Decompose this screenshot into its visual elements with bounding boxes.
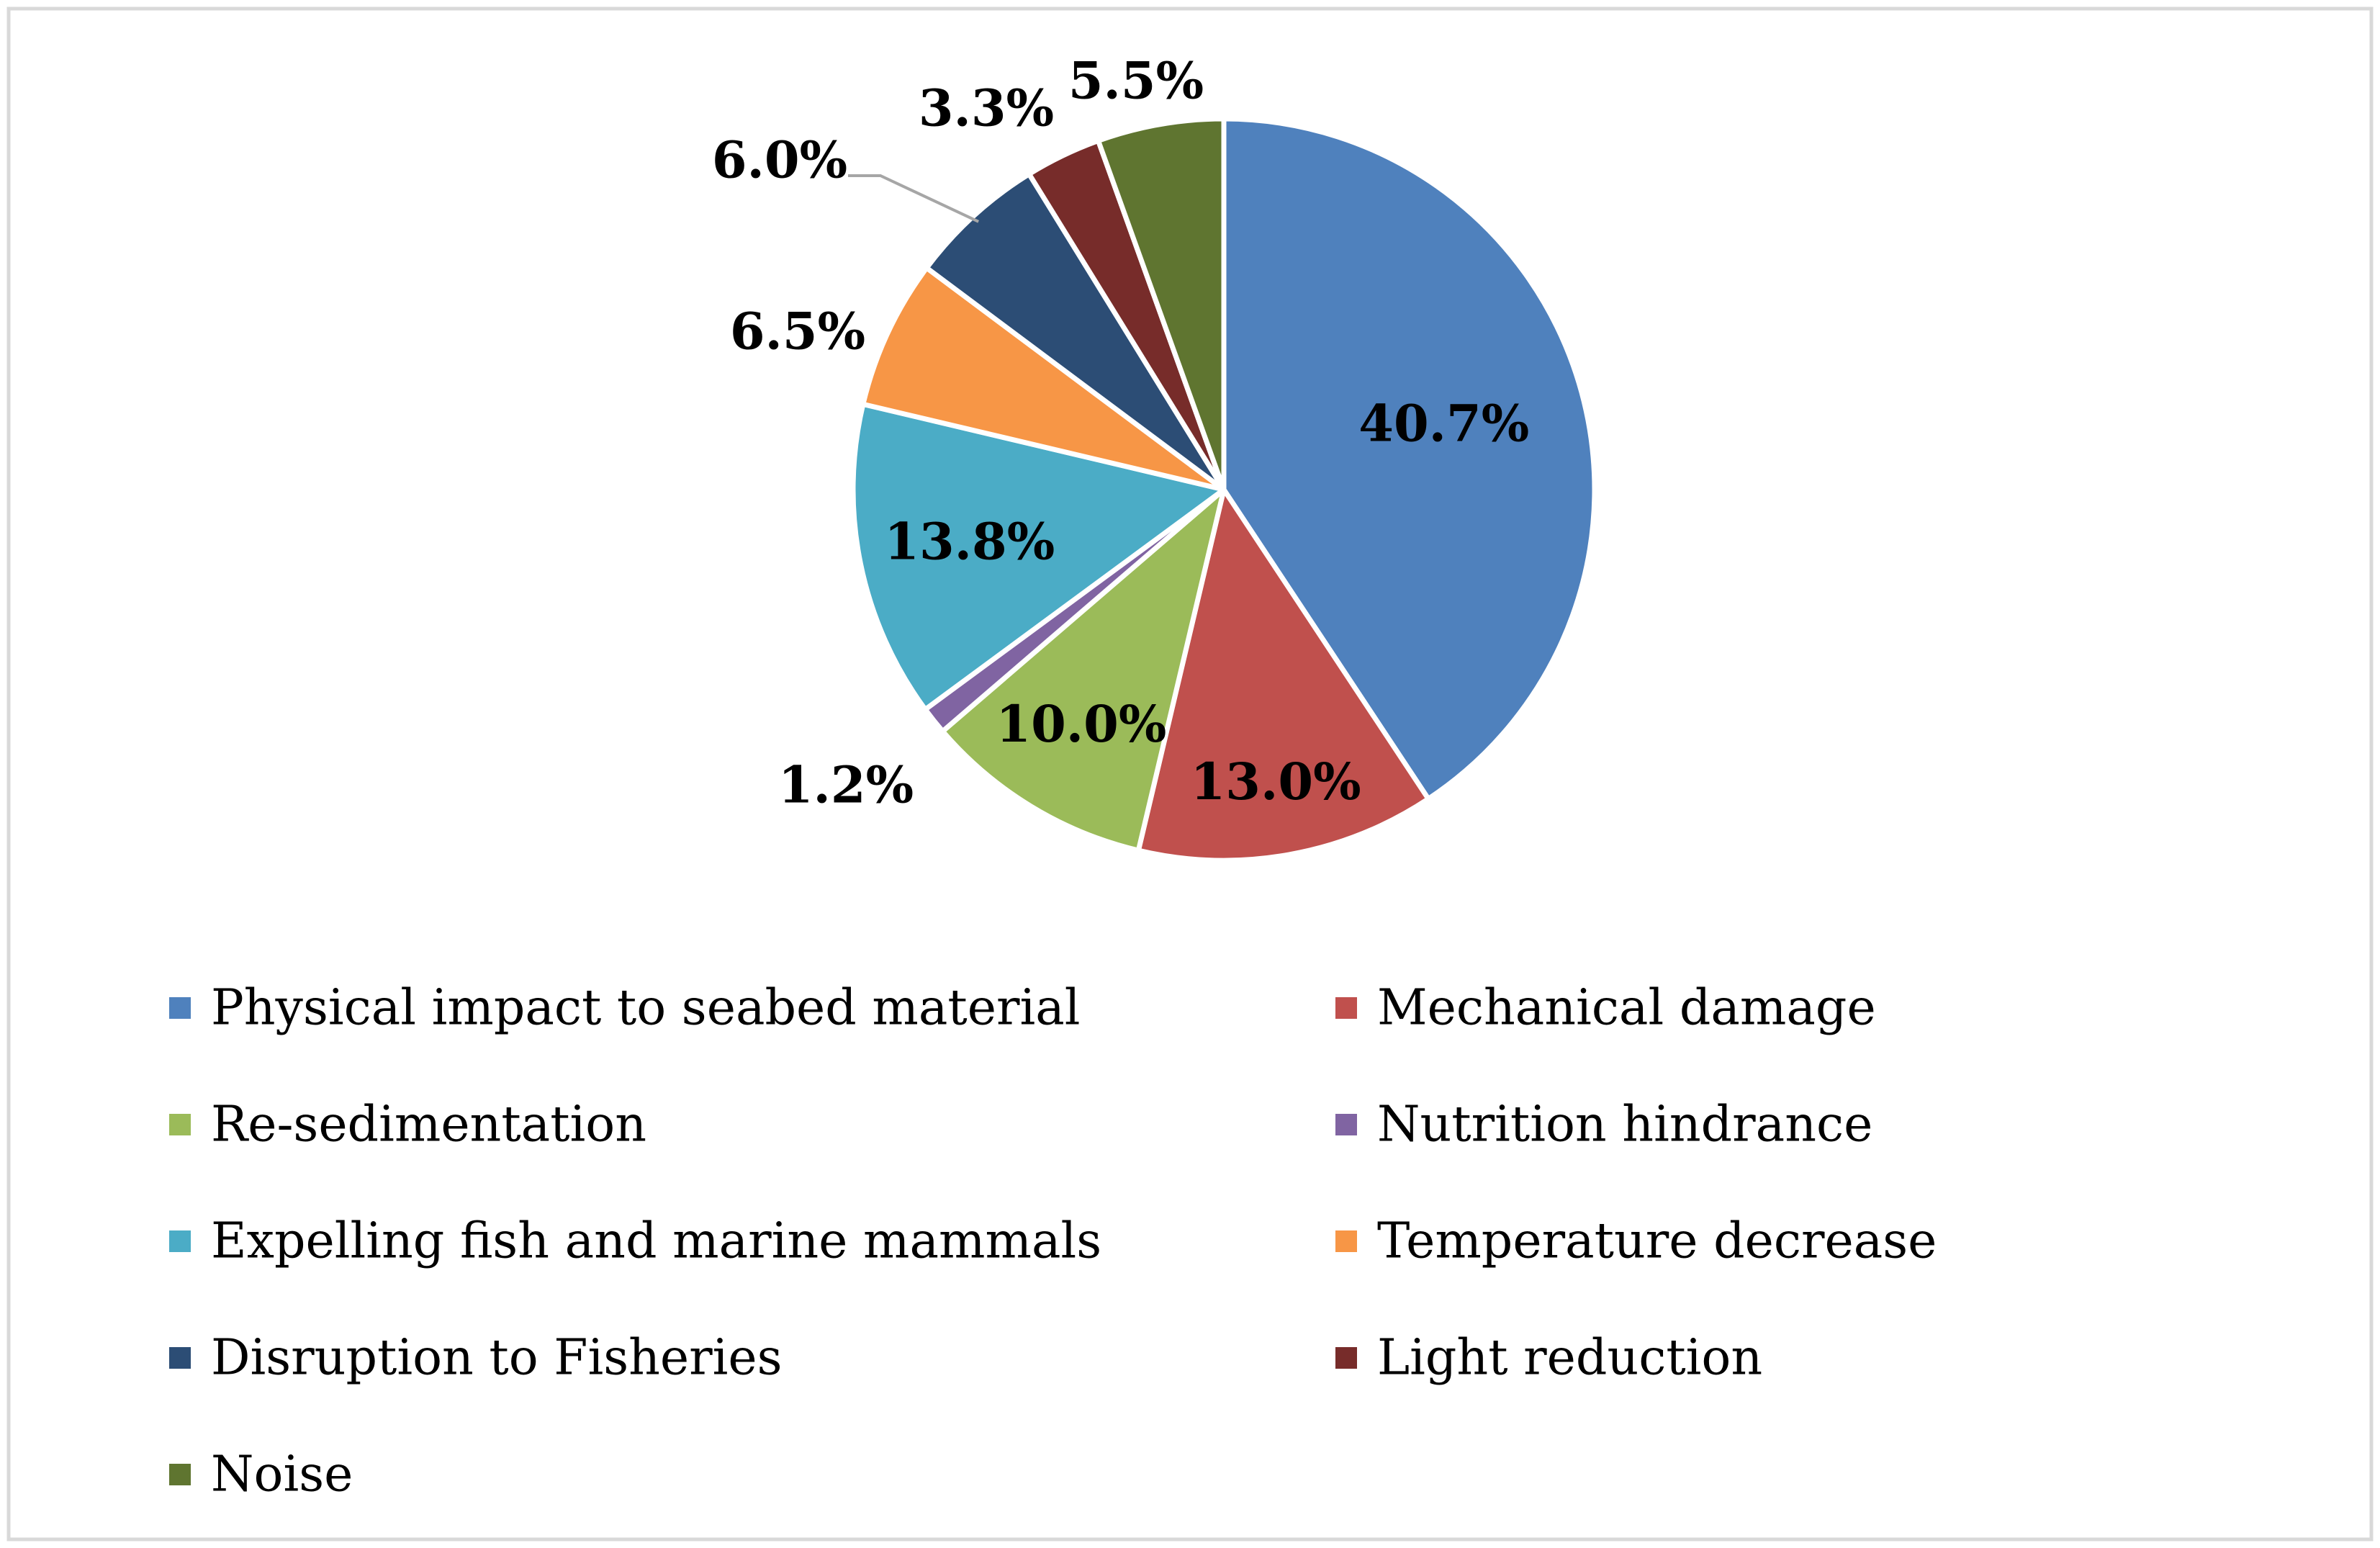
legend-label-temperature-decrease: Temperature decrease [1377, 1213, 1937, 1270]
pie-slice-mechanical-damage [1135, 487, 1431, 863]
data-label-re-sedimentation: 10.0% [996, 694, 1166, 754]
data-label-expelling-fish-and-marine-mammals: 13.8% [884, 511, 1055, 571]
legend-label-light-reduction: Light reduction [1377, 1330, 1762, 1387]
pie-slice-disruption-to-fisheries [924, 171, 1227, 492]
pie-slice-temperature-decrease [860, 265, 1227, 492]
legend-swatch-light-reduction [1335, 1347, 1357, 1369]
legend-label-noise: Noise [211, 1446, 353, 1503]
legend-swatch-physical-impact-to-seabed-material [169, 997, 191, 1019]
leader-lines [848, 174, 980, 223]
data-label-light-reduction: 3.3% [919, 78, 1054, 138]
legend-item-physical-impact-to-seabed-material: Physical impact to seabed material [169, 980, 1081, 1037]
pie-slice-re-sedimentation [939, 487, 1227, 853]
legend-swatch-disruption-to-fisheries [169, 1347, 191, 1369]
legend-item-noise: Noise [169, 1446, 353, 1503]
legend-swatch-nutrition-hindrance [1335, 1114, 1357, 1135]
data-labels: 40.7% 13.0% 10.0% 1.2% 13.8% 6.5% 6.0% 3.3% 5.5% [712, 51, 1529, 815]
legend-swatch-expelling-fish-and-marine-mammals [169, 1230, 191, 1252]
data-label-nutrition-hindrance: 1.2% [778, 755, 914, 815]
legend-label-mechanical-damage: Mechanical damage [1377, 980, 1876, 1037]
legend-label-nutrition-hindrance: Nutrition hindrance [1377, 1097, 1872, 1153]
data-label-disruption-to-fisheries: 6.0% [712, 130, 847, 190]
legend: Physical impact to seabed material Mechan… [169, 980, 1937, 1503]
legend-label-physical-impact-to-seabed-material: Physical impact to seabed material [211, 980, 1081, 1037]
legend-swatch-temperature-decrease [1335, 1230, 1357, 1252]
legend-swatch-re-sedimentation [169, 1114, 191, 1135]
legend-swatch-noise [169, 1464, 191, 1485]
data-label-mechanical-damage: 13.0% [1191, 752, 1361, 811]
legend-item-re-sedimentation: Re-sedimentation [169, 1097, 646, 1153]
legend-label-re-sedimentation: Re-sedimentation [211, 1097, 646, 1153]
data-label-temperature-decrease: 6.5% [730, 302, 865, 361]
legend-item-expelling-fish-and-marine-mammals: Expelling fish and marine mammals [169, 1213, 1101, 1270]
legend-label-disruption-to-fisheries: Disruption to Fisheries [211, 1330, 783, 1387]
data-label-physical-impact-to-seabed-material: 40.7% [1358, 394, 1529, 454]
legend-item-light-reduction: Light reduction [1335, 1330, 1762, 1387]
pie-slices [850, 116, 1597, 863]
legend-item-disruption-to-fisheries: Disruption to Fisheries [169, 1330, 783, 1387]
legend-item-nutrition-hindrance: Nutrition hindrance [1335, 1097, 1872, 1153]
legend-swatch-mechanical-damage [1335, 997, 1357, 1019]
pie-slice-expelling-fish-and-marine-mammals [850, 401, 1227, 712]
legend-item-mechanical-damage: Mechanical damage [1335, 980, 1876, 1037]
data-label-noise: 5.5% [1068, 51, 1204, 111]
leader-line-disruption-to-fisheries [848, 174, 980, 223]
pie-slice-noise [1096, 116, 1227, 492]
legend-label-expelling-fish-and-marine-mammals: Expelling fish and marine mammals [211, 1213, 1101, 1270]
legend-item-temperature-decrease: Temperature decrease [1335, 1213, 1937, 1270]
